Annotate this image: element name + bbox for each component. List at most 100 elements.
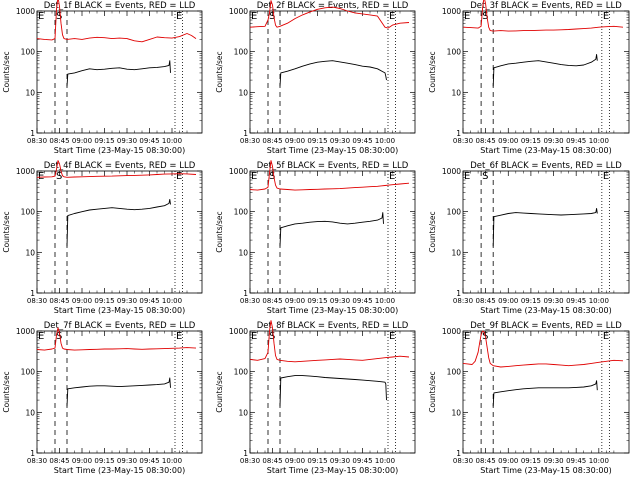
lld-series-line xyxy=(462,0,624,32)
x-tick-label: 09:30 xyxy=(330,457,350,465)
x-tick-label: 08:45 xyxy=(476,137,496,145)
y-tick-label: 1000 xyxy=(229,7,248,16)
detector-panel: Det_1f BLACK = Events, RED = LLD 1 10 100 10… xyxy=(2,0,203,155)
event-marker-label: S xyxy=(269,171,275,182)
x-tick-label: 09:45 xyxy=(566,137,586,145)
x-tick-label: 09:00 xyxy=(285,457,305,465)
x-tick-label: 09:00 xyxy=(72,137,92,145)
x-tick-label: 10:00 xyxy=(162,297,182,305)
event-marker-label: E xyxy=(603,11,609,22)
plot-frame xyxy=(462,10,630,134)
y-tick-label: 1 xyxy=(456,289,461,298)
y-tick-label: 1 xyxy=(243,449,248,458)
x-tick-label: 08:30 xyxy=(453,457,473,465)
detector-panel: Det_2f BLACK = Events, RED = LLD 1 10 100 10… xyxy=(215,0,416,155)
y-tick-label: 100 xyxy=(447,48,462,57)
event-marker-label: E xyxy=(176,11,182,22)
x-tick-label: 08:30 xyxy=(453,137,473,145)
chart-title: Det_5f BLACK = Events, RED = LLD xyxy=(257,161,409,171)
x-tick-label: 08:30 xyxy=(27,137,47,145)
x-tick-label: 09:00 xyxy=(498,297,518,305)
y-tick-label: 1000 xyxy=(229,167,248,176)
x-tick-label: 09:00 xyxy=(498,137,518,145)
x-tick-label: 09:30 xyxy=(117,137,137,145)
events-series-line xyxy=(492,380,598,407)
event-marker-label: E xyxy=(38,171,44,182)
x-tick-label: 09:15 xyxy=(94,297,114,305)
y-tick-label: 100 xyxy=(21,48,36,57)
event-marker-label: E xyxy=(38,11,44,22)
y-tick-label: 1000 xyxy=(442,327,461,336)
chart-title: Det_1f BLACK = Events, RED = LLD xyxy=(44,1,196,11)
y-axis-label: Counts/sec xyxy=(428,51,437,92)
lld-series-line xyxy=(249,0,410,29)
y-tick-label: 10 xyxy=(25,408,35,417)
event-marker-label: E xyxy=(176,331,182,342)
detector-panel: Det_9f BLACK = Events, RED = LLD 1 10 100 10… xyxy=(428,321,630,475)
event-marker-label: E xyxy=(251,331,257,342)
lld-series-line xyxy=(36,160,197,178)
chart-title: Det_9f BLACK = Events, RED = LLD xyxy=(470,321,622,331)
x-tick-label: 10:00 xyxy=(375,297,395,305)
y-tick-label: 100 xyxy=(234,48,249,57)
x-tick-label: 08:45 xyxy=(49,297,69,305)
x-tick-label: 08:45 xyxy=(49,457,69,465)
event-marker-label: E xyxy=(251,11,257,22)
y-tick-label: 100 xyxy=(21,208,36,217)
lld-series-line xyxy=(36,327,197,351)
event-marker-label: S xyxy=(482,171,488,182)
y-tick-label: 100 xyxy=(21,368,36,377)
event-marker-label: E xyxy=(176,171,182,182)
x-tick-label: 09:15 xyxy=(307,137,327,145)
y-tick-label: 1000 xyxy=(442,7,461,16)
x-axis-label: Start Time (23-May-15 08:30:00) xyxy=(480,306,611,315)
x-tick-label: 09:00 xyxy=(72,457,92,465)
event-marker-label: E xyxy=(251,171,257,182)
y-tick-label: 10 xyxy=(451,248,461,257)
x-tick-label: 08:30 xyxy=(240,137,260,145)
x-tick-label: 09:45 xyxy=(139,297,159,305)
y-tick-label: 1 xyxy=(30,449,35,458)
lld-series-line xyxy=(249,320,410,363)
event-marker-label: E xyxy=(389,171,395,182)
event-marker-label: S xyxy=(56,331,62,342)
y-tick-label: 10 xyxy=(451,88,461,97)
event-marker-label: E xyxy=(603,171,609,182)
x-tick-label: 09:45 xyxy=(139,137,159,145)
x-axis-label: Start Time (23-May-15 08:30:00) xyxy=(54,146,185,155)
lld-series-line xyxy=(462,330,624,368)
y-tick-label: 1000 xyxy=(16,7,35,16)
detector-panel: Det_3f BLACK = Events, RED = LLD 1 10 100 10… xyxy=(428,0,630,155)
event-marker-label: E xyxy=(389,11,395,22)
x-tick-label: 09:00 xyxy=(72,297,92,305)
x-axis-label: Start Time (23-May-15 08:30:00) xyxy=(267,146,398,155)
x-tick-label: 10:00 xyxy=(162,137,182,145)
x-axis-label: Start Time (23-May-15 08:30:00) xyxy=(54,466,185,475)
x-tick-label: 09:15 xyxy=(94,137,114,145)
event-marker-label: S xyxy=(269,11,275,22)
x-tick-label: 08:45 xyxy=(476,297,496,305)
x-tick-label: 08:30 xyxy=(240,457,260,465)
x-axis-label: Start Time (23-May-15 08:30:00) xyxy=(267,306,398,315)
x-tick-label: 08:45 xyxy=(476,457,496,465)
y-tick-label: 10 xyxy=(238,408,248,417)
y-tick-label: 1 xyxy=(243,129,248,138)
x-tick-label: 09:00 xyxy=(285,297,305,305)
x-tick-label: 09:30 xyxy=(543,297,563,305)
plot-frame xyxy=(462,170,630,294)
event-marker-label: E xyxy=(603,331,609,342)
event-marker-label: E xyxy=(464,331,470,342)
x-tick-label: 09:45 xyxy=(139,457,159,465)
y-tick-label: 1 xyxy=(243,289,248,298)
y-axis-label: Counts/sec xyxy=(2,51,11,92)
events-series-line xyxy=(66,60,171,87)
x-tick-label: 09:15 xyxy=(94,457,114,465)
x-tick-label: 08:45 xyxy=(262,137,282,145)
events-series-line xyxy=(279,212,384,247)
x-tick-label: 09:30 xyxy=(543,137,563,145)
y-axis-label: Counts/sec xyxy=(428,211,437,252)
x-tick-label: 08:45 xyxy=(262,297,282,305)
x-tick-label: 09:45 xyxy=(352,137,372,145)
x-tick-label: 09:15 xyxy=(307,297,327,305)
x-tick-label: 09:30 xyxy=(330,297,350,305)
